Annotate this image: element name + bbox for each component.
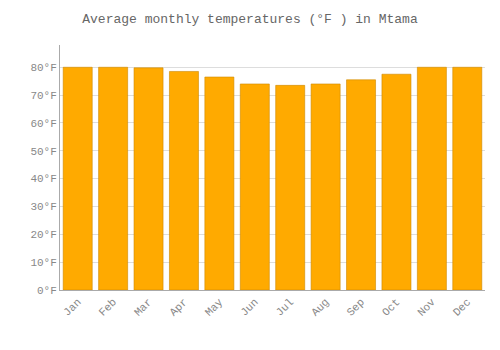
svg-text:Jul: Jul [274, 296, 296, 318]
svg-text:May: May [203, 296, 226, 319]
svg-text:Average monthly temperatures (: Average monthly temperatures (°F ) in Mt… [82, 12, 418, 27]
svg-text:Jan: Jan [61, 296, 83, 318]
svg-text:Dec: Dec [451, 296, 473, 318]
svg-text:Nov: Nov [415, 296, 438, 319]
svg-text:Oct: Oct [380, 296, 402, 318]
svg-text:10°F: 10°F [30, 257, 56, 269]
svg-text:80°F: 80°F [30, 62, 56, 74]
svg-text:Aug: Aug [309, 296, 331, 318]
svg-text:20°F: 20°F [30, 229, 56, 241]
svg-text:40°F: 40°F [30, 173, 56, 185]
svg-text:30°F: 30°F [30, 201, 56, 213]
svg-text:Apr: Apr [167, 296, 189, 318]
svg-text:70°F: 70°F [30, 90, 56, 102]
svg-text:Jun: Jun [238, 296, 260, 318]
svg-text:60°F: 60°F [30, 118, 56, 130]
svg-text:50°F: 50°F [30, 146, 56, 158]
svg-text:Sep: Sep [345, 296, 367, 318]
svg-text:Mar: Mar [132, 296, 154, 318]
svg-text:Feb: Feb [97, 296, 119, 318]
svg-text:0°F: 0°F [37, 285, 57, 297]
